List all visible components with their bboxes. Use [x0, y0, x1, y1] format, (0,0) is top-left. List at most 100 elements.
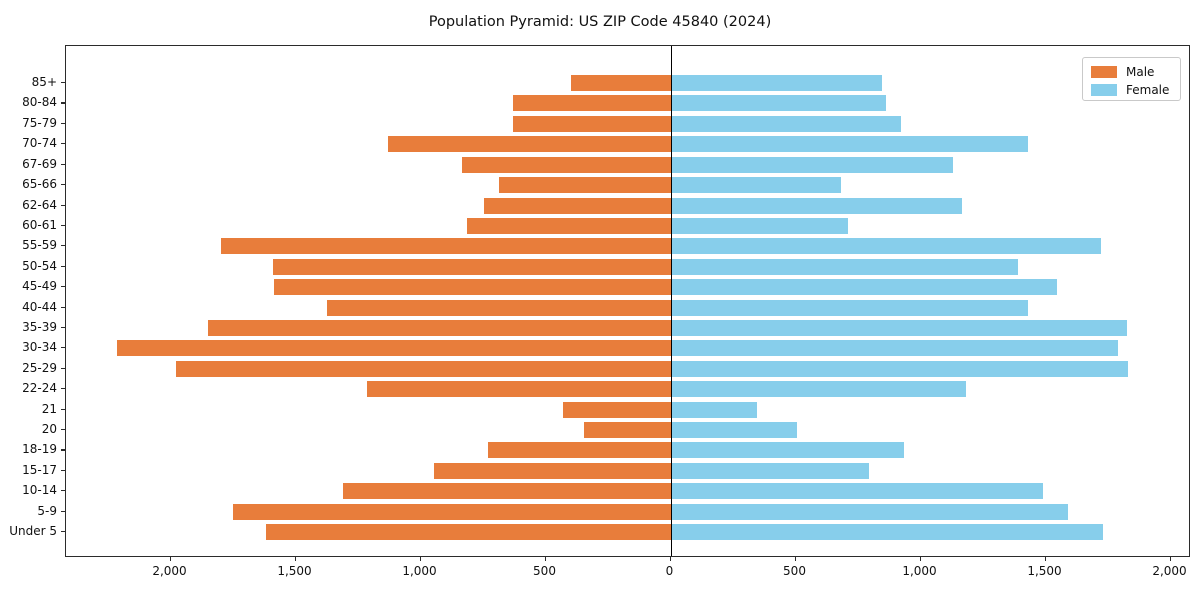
y-tick-mark	[61, 306, 65, 308]
y-tick-mark	[61, 408, 65, 410]
x-tick-label: 2,000	[1152, 564, 1187, 578]
x-tick-label: 2,000	[152, 564, 187, 578]
y-tick-mark	[61, 265, 65, 267]
age-group-label: 65-66	[22, 177, 57, 192]
x-tick-mark	[1044, 557, 1046, 561]
y-tick-mark	[61, 184, 65, 186]
y-tick-mark	[61, 224, 65, 227]
male-bar	[326, 299, 671, 316]
male-bar	[208, 319, 671, 336]
y-tick-mark	[61, 286, 65, 288]
x-tick-label: 0	[665, 564, 674, 578]
x-tick-mark	[1169, 557, 1171, 561]
y-tick-mark	[61, 245, 65, 247]
x-tick-mark	[919, 557, 921, 561]
age-group-label: 15-17	[22, 462, 57, 477]
male-bar	[388, 136, 671, 153]
x-tick-mark	[544, 557, 546, 561]
male-bar	[563, 401, 671, 418]
page-title: Population Pyramid: US ZIP Code 45840 (2…	[428, 14, 772, 30]
male-bar	[434, 462, 671, 479]
legend-male-label: Male	[1126, 65, 1155, 79]
male-bar	[233, 503, 671, 520]
female-bar	[670, 401, 757, 418]
male-bar	[343, 483, 671, 500]
male-bar	[220, 238, 671, 255]
female-bar	[670, 136, 1028, 153]
x-tick-label: 1,500	[277, 564, 312, 578]
female-bar	[670, 258, 1018, 275]
female-bar	[670, 360, 1128, 377]
age-group-label: 60-61	[22, 217, 57, 232]
male-bar	[274, 279, 671, 296]
female-bar	[670, 381, 966, 398]
y-tick-mark	[61, 449, 65, 451]
male-bar	[116, 340, 671, 357]
age-group-label: 55-59	[22, 238, 57, 253]
age-group-label: 35-39	[22, 319, 57, 334]
y-tick-mark	[61, 143, 65, 145]
age-group-label: 67-69	[22, 156, 57, 171]
male-bar	[484, 197, 671, 214]
female-bar	[670, 279, 1057, 296]
y-tick-mark	[61, 531, 65, 533]
male-bar	[466, 217, 671, 234]
x-tick-label: 1,000	[402, 564, 437, 578]
x-tick-mark	[794, 557, 796, 561]
age-group-label: 50-54	[22, 258, 57, 273]
age-group-label: 25-29	[22, 360, 57, 375]
female-bar	[670, 115, 901, 132]
legend-item-male: Male	[1091, 66, 1154, 78]
y-tick-mark	[61, 510, 65, 512]
female-bar	[670, 422, 797, 438]
legend: Male Female	[1082, 57, 1181, 101]
age-group-label: 22-24	[22, 381, 57, 396]
age-group-label: 10-14	[22, 483, 57, 498]
y-tick-mark	[61, 367, 65, 369]
y-tick-mark	[61, 122, 65, 124]
x-tick-mark	[169, 557, 171, 561]
female-bar	[670, 238, 1101, 255]
y-tick-mark	[61, 102, 65, 104]
male-bar	[273, 258, 671, 275]
age-group-label: 80-84	[22, 95, 57, 110]
x-tick-mark	[419, 557, 421, 561]
y-tick-mark	[61, 490, 65, 492]
x-tick-mark	[669, 557, 671, 561]
age-group-label: 21	[41, 401, 57, 416]
female-bar	[670, 319, 1127, 336]
plot-area	[65, 45, 1190, 557]
age-group-label: 18-19	[22, 442, 57, 457]
x-tick-label: 500	[783, 564, 806, 578]
male-bar	[584, 422, 671, 438]
age-group-label: Under 5	[9, 524, 57, 538]
female-swatch	[1091, 84, 1117, 96]
age-group-label: 75-79	[22, 115, 57, 130]
female-bar	[670, 75, 882, 91]
male-bar	[570, 75, 671, 91]
female-bar	[670, 442, 905, 459]
male-bar	[499, 177, 671, 194]
x-tick-mark	[294, 557, 296, 561]
y-tick-mark	[61, 163, 65, 165]
female-bar	[670, 177, 841, 194]
age-group-label: 45-49	[22, 279, 57, 294]
y-tick-mark	[61, 204, 65, 206]
age-group-label: 30-34	[22, 340, 57, 355]
age-group-label: 5-9	[37, 503, 57, 518]
y-tick-mark	[61, 429, 65, 431]
female-bar	[670, 217, 848, 234]
age-group-label: 40-44	[22, 299, 57, 314]
male-bar	[366, 381, 671, 398]
female-bar	[670, 95, 886, 112]
male-bar	[513, 115, 671, 132]
y-tick-mark	[61, 82, 65, 84]
male-bar	[513, 95, 671, 112]
female-bar	[670, 483, 1043, 500]
legend-female-label: Female	[1126, 83, 1170, 97]
y-tick-mark	[61, 388, 65, 390]
legend-item-female: Female	[1091, 84, 1169, 96]
female-bar	[670, 340, 1118, 357]
male-bar	[488, 442, 671, 459]
age-group-label: 70-74	[22, 136, 57, 151]
